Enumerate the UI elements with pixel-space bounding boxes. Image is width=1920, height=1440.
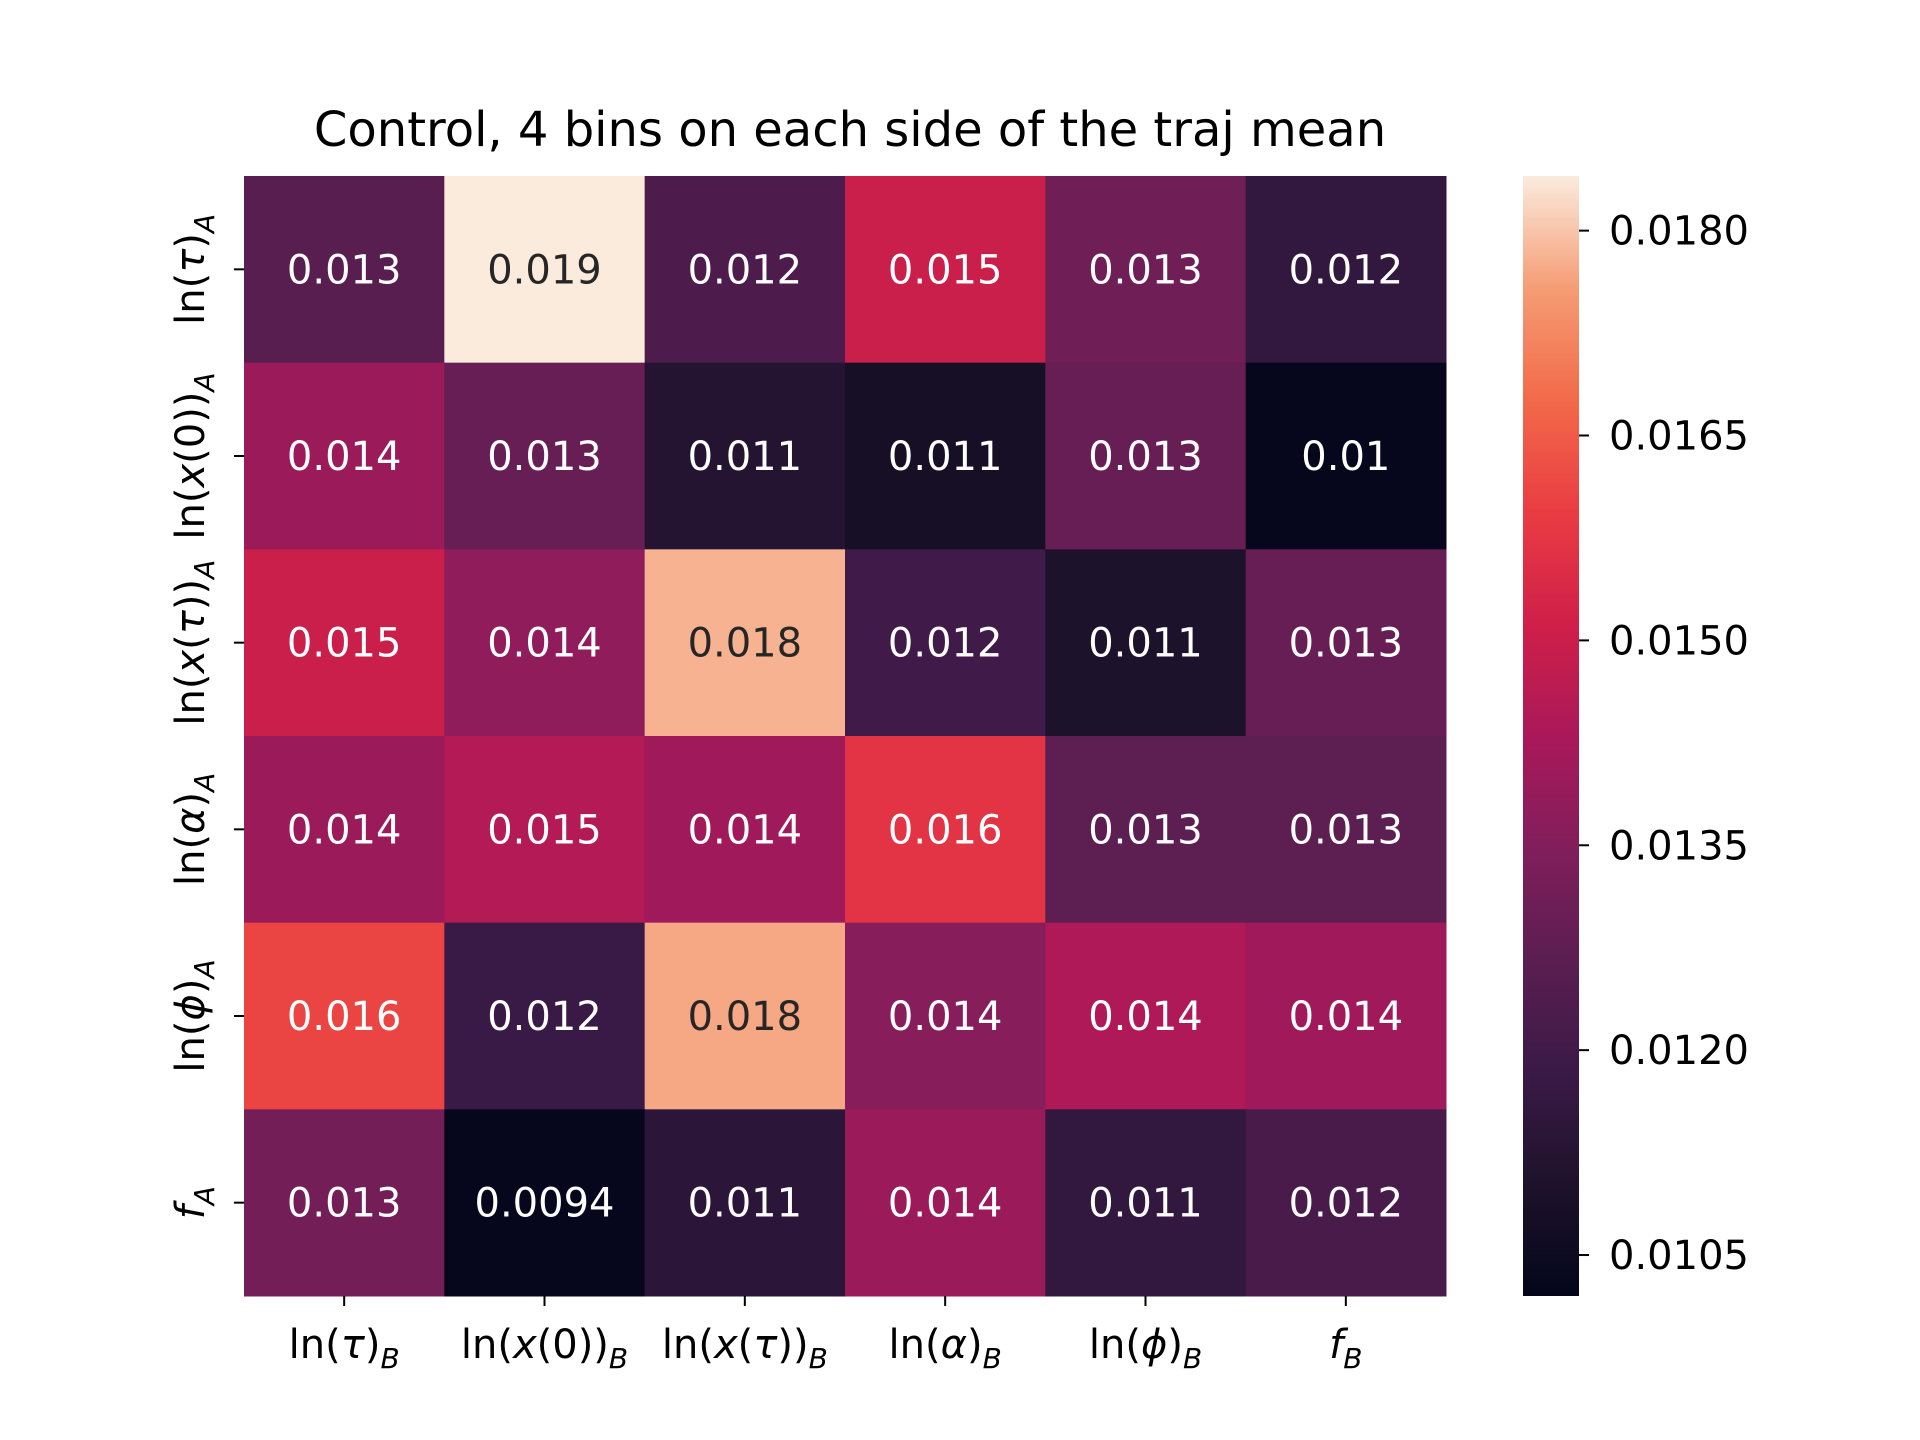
heatmap-cell (244, 922, 445, 1110)
x-tick-label: ln(α)B (889, 1322, 1002, 1375)
heatmap-cell (244, 549, 445, 737)
heatmap-cell (1045, 549, 1247, 737)
heatmap-cell (244, 362, 445, 550)
cell-annotation: 0.018 (688, 994, 803, 1040)
y-tick-label: ln(τ)A (168, 214, 221, 325)
cell-annotation: 0.016 (287, 994, 402, 1040)
x-axis: ln(τ)B ln(x(0))B ln(x(τ))B ln(α)B ln(ϕ)B fB (289, 1296, 1362, 1375)
heatmap-cell (1045, 176, 1247, 364)
heatmap-cell (444, 1109, 646, 1297)
heatmap-cell (644, 362, 846, 550)
heatmap-cell (845, 736, 1046, 924)
cell-annotation: 0.012 (688, 247, 803, 293)
heatmap-cell (444, 736, 646, 924)
cell-annotation: 0.014 (1289, 994, 1404, 1040)
heatmap-cell (444, 176, 646, 364)
cell-annotation: 0.011 (1088, 621, 1203, 667)
heatmap-cell (1045, 736, 1247, 924)
cell-annotation: 0.012 (487, 994, 602, 1040)
cell-annotation: 0.0094 (475, 1181, 615, 1227)
colorbar-tick-label: 0.0105 (1609, 1233, 1749, 1279)
cell-annotation: 0.012 (888, 621, 1003, 667)
heatmap-cell (1245, 176, 1447, 364)
cell-annotation: 0.011 (888, 434, 1003, 480)
cell-annotation: 0.015 (487, 807, 602, 853)
y-tick-label: ln(ϕ)A (168, 959, 221, 1072)
cell-annotation: 0.011 (688, 1181, 803, 1227)
cell-annotation: 0.013 (487, 434, 602, 480)
cell-annotation: 0.011 (1088, 1181, 1203, 1227)
heatmap-cell (1245, 922, 1447, 1110)
cell-annotation: 0.01 (1301, 434, 1390, 480)
cell-annotation: 0.012 (1289, 1181, 1404, 1227)
heatmap-cell (644, 1109, 846, 1297)
cell-annotation: 0.013 (1088, 247, 1203, 293)
cell-annotation: 0.018 (688, 621, 803, 667)
y-axis: ln(τ)A ln(x(0))A ln(x(τ))A ln(α)A ln(ϕ)A fA (168, 214, 244, 1219)
heatmap-cell (244, 1109, 445, 1297)
cell-annotation: 0.016 (888, 807, 1003, 853)
colorbar-tick-label: 0.0150 (1609, 618, 1749, 664)
heatmap-cell (1245, 362, 1447, 550)
heatmap-cell (845, 1109, 1046, 1297)
heatmap-cell (1045, 362, 1247, 550)
cell-annotation: 0.014 (888, 994, 1003, 1040)
heatmap-cell (845, 549, 1046, 737)
cell-annotation: 0.014 (287, 434, 402, 480)
cell-annotation: 0.012 (1289, 247, 1404, 293)
cell-annotation: 0.015 (287, 621, 402, 667)
cell-annotation: 0.013 (1088, 807, 1203, 853)
heatmap-cell (845, 922, 1046, 1110)
heatmap-cell (845, 176, 1046, 364)
y-tick-label: ln(x(0))A (168, 372, 221, 539)
heatmap-cell (644, 176, 846, 364)
y-tick-label: ln(α)A (168, 773, 221, 886)
x-tick-label: ln(x(τ))B (662, 1322, 828, 1375)
cell-annotation: 0.011 (688, 434, 803, 480)
x-tick-label: fB (1329, 1322, 1362, 1375)
heatmap-cell (1245, 736, 1447, 924)
y-tick-label: fA (168, 1186, 221, 1219)
heatmap-cell (1045, 922, 1247, 1110)
colorbar: 0.0105 0.0120 0.0135 0.0150 0.0165 0.0180 (1523, 176, 1749, 1296)
cell-annotation: 0.013 (287, 247, 402, 293)
heatmap-cell (444, 922, 646, 1110)
heatmap-cells (244, 176, 1447, 1297)
heatmap-cell (444, 549, 646, 737)
heatmap-cell (644, 549, 846, 737)
cell-annotation: 0.014 (688, 807, 803, 853)
x-tick-label: ln(τ)B (289, 1322, 400, 1375)
cell-annotation: 0.019 (487, 247, 602, 293)
heatmap-cell (644, 922, 846, 1110)
cell-annotation: 0.015 (888, 247, 1003, 293)
cell-annotation: 0.014 (487, 621, 602, 667)
heatmap-cell (1245, 1109, 1447, 1297)
colorbar-gradient (1523, 176, 1579, 1296)
cell-annotations: 0.013 0.019 0.012 0.015 0.013 0.012 0.014 0.013… (287, 247, 1403, 1226)
cell-annotation: 0.014 (1088, 994, 1203, 1040)
y-tick-label: ln(x(τ))A (168, 560, 221, 726)
heatmap-cell (1045, 1109, 1247, 1297)
heatmap-cell (644, 736, 846, 924)
cell-annotation: 0.013 (287, 1181, 402, 1227)
chart-title: Control, 4 bins on each side of the traj… (314, 102, 1386, 158)
cell-annotation: 0.014 (287, 807, 402, 853)
colorbar-tick-label: 0.0165 (1609, 414, 1749, 460)
colorbar-tick-label: 0.0135 (1609, 823, 1749, 869)
heatmap-cell (845, 362, 1046, 550)
cell-annotation: 0.013 (1088, 434, 1203, 480)
heatmap-cell (244, 736, 445, 924)
colorbar-tick-label: 0.0180 (1609, 209, 1749, 255)
x-tick-label: ln(ϕ)B (1089, 1322, 1202, 1375)
cell-annotation: 0.013 (1289, 621, 1404, 667)
cell-annotation: 0.013 (1289, 807, 1404, 853)
colorbar-tick-label: 0.0120 (1609, 1028, 1749, 1074)
cell-annotation: 0.014 (888, 1181, 1003, 1227)
heatmap-cell (444, 362, 646, 550)
heatmap-cell (1245, 549, 1447, 737)
x-tick-label: ln(x(0))B (461, 1322, 628, 1375)
heatmap-cell (244, 176, 445, 364)
